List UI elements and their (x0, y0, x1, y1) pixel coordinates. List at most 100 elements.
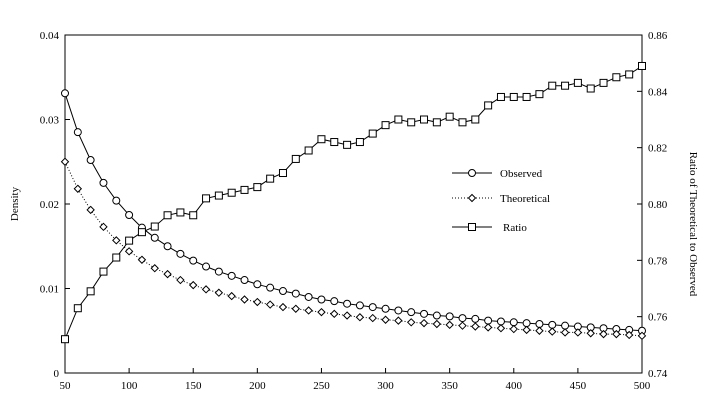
point-ratio (407, 118, 416, 127)
legend-item-observed: Observed (452, 168, 543, 180)
point-theoretical (432, 319, 442, 329)
point-ratio (343, 140, 352, 149)
point-ratio (163, 211, 172, 220)
point-theoretical (483, 323, 493, 332)
point-theoretical (637, 331, 647, 341)
y2-tick-label: 0.86 (648, 30, 668, 42)
point-observed (381, 304, 390, 313)
point-theoretical (304, 306, 313, 315)
point-theoretical (330, 309, 339, 319)
point-ratio (355, 138, 364, 147)
point-theoretical (548, 327, 557, 336)
y-tick-label: 0.02 (40, 199, 59, 211)
point-observed (112, 196, 121, 205)
point-ratio (368, 129, 377, 138)
point-observed (343, 299, 352, 308)
y2-tick-label: 0.78 (648, 255, 668, 267)
x-tick-label: 250 (313, 380, 330, 392)
point-ratio (612, 73, 621, 82)
point-observed (509, 318, 518, 327)
point-theoretical (176, 275, 185, 285)
x-tick-label: 350 (441, 380, 458, 392)
point-theoretical (317, 307, 326, 317)
point-ratio (484, 101, 493, 110)
point-theoretical (265, 300, 275, 309)
point-theoretical (150, 264, 159, 273)
series-line-theoretical (64, 161, 643, 337)
legend-item-ratio: Ratio (452, 222, 527, 234)
y-tick-label: 0.04 (40, 30, 60, 42)
point-ratio (561, 81, 570, 90)
point-ratio (227, 188, 236, 197)
point-theoretical (201, 285, 211, 294)
point-observed (304, 292, 313, 301)
y-tick-label: 0 (54, 368, 60, 380)
point-ratio (471, 115, 480, 124)
point-theoretical (560, 328, 570, 337)
legend: Observed Theoretical Ratio (452, 168, 550, 234)
series-theoretical (60, 157, 647, 341)
point-ratio (458, 118, 467, 127)
point-theoretical (368, 313, 377, 323)
point-observed (445, 312, 454, 321)
point-observed (291, 289, 300, 298)
point-theoretical (342, 311, 352, 320)
legend-marker-theoretical (467, 193, 477, 203)
point-theoretical (227, 291, 236, 301)
point-ratio (599, 78, 608, 87)
point-observed (420, 309, 429, 318)
point-observed (561, 321, 570, 330)
point-theoretical (112, 236, 121, 245)
point-ratio (445, 112, 454, 121)
point-theoretical (406, 318, 416, 327)
point-theoretical (73, 184, 83, 193)
point-ratio (432, 118, 441, 127)
point-theoretical (137, 255, 147, 264)
point-observed (266, 283, 275, 292)
point-ratio (381, 121, 390, 130)
y2-tick-label: 0.76 (648, 312, 668, 324)
point-theoretical (124, 247, 134, 256)
point-ratio (73, 304, 82, 313)
right-axis: 0.74 0.76 0.78 0.80 0.82 0.84 0.86 (637, 30, 668, 380)
y2-tick-label: 0.84 (648, 86, 668, 98)
series-line-observed (64, 93, 643, 332)
left-axis: 0 0.01 0.02 0.03 0.04 (40, 30, 70, 380)
point-ratio (522, 92, 531, 101)
point-ratio (214, 191, 223, 200)
point-theoretical (60, 157, 70, 166)
point-ratio (240, 185, 249, 194)
point-observed (394, 306, 403, 315)
point-ratio (61, 335, 69, 344)
y2-axis-title: Ratio of Theoretical to Observed (687, 152, 699, 297)
y-tick-label: 0.03 (40, 115, 60, 127)
point-theoretical (471, 322, 480, 331)
point-ratio (509, 92, 518, 101)
point-observed (150, 233, 159, 242)
point-theoretical (573, 328, 583, 337)
series-line-ratio (64, 65, 643, 340)
point-observed (535, 319, 544, 328)
point-ratio (586, 84, 595, 93)
point-observed (99, 178, 108, 187)
x-tick-label: 150 (185, 380, 202, 392)
legend-label-theoretical: Theoretical (500, 193, 550, 205)
point-observed (202, 262, 211, 271)
x-tick-label: 450 (570, 380, 587, 392)
point-observed (471, 314, 480, 323)
point-observed (317, 295, 326, 304)
point-observed (407, 308, 416, 317)
point-observed (368, 303, 377, 312)
series-observed (61, 89, 646, 335)
point-observed (227, 271, 236, 280)
point-ratio (638, 61, 646, 70)
point-ratio (548, 81, 557, 90)
point-theoretical (535, 326, 544, 335)
point-theoretical (522, 325, 531, 335)
point-theoretical (381, 315, 390, 324)
bottom-axis: 50 100 150 200 250 300 350 400 450 500 (60, 368, 651, 392)
point-ratio (266, 174, 275, 183)
point-theoretical (240, 295, 249, 304)
point-observed (496, 317, 505, 326)
